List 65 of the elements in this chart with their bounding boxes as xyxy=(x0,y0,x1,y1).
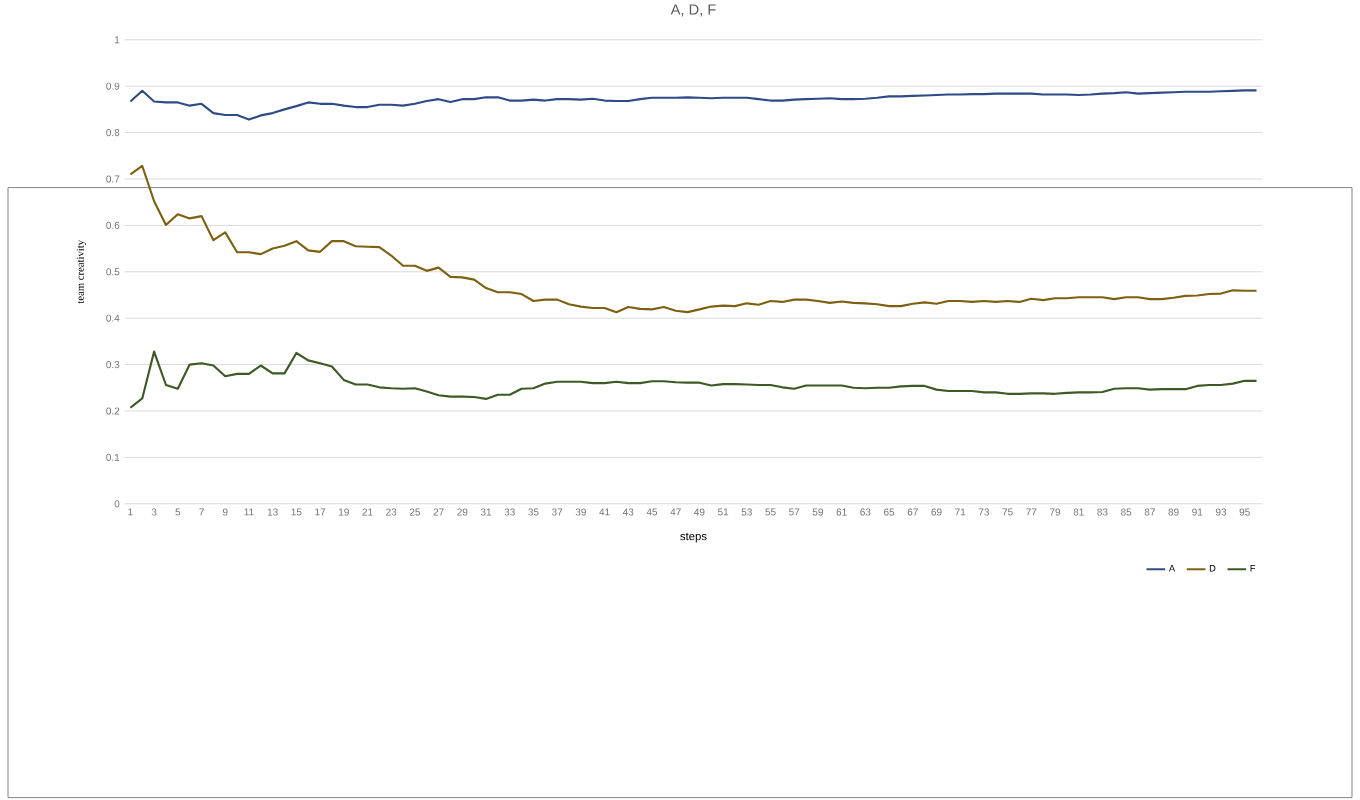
legend-label: A xyxy=(1168,565,1176,572)
y-tick-label: 0.8 xyxy=(106,129,120,137)
x-tick-label: 73 xyxy=(978,508,990,516)
x-tick-label: 37 xyxy=(551,508,563,516)
x-tick-label: 5 xyxy=(175,508,181,516)
x-tick-label: 25 xyxy=(409,508,421,516)
x-tick-label: 11 xyxy=(244,508,254,516)
x-tick-label: 69 xyxy=(931,508,942,516)
x-tick-label: 43 xyxy=(622,508,634,516)
x-tick-label: 13 xyxy=(267,508,278,516)
x-tick-label: 27 xyxy=(433,508,444,516)
x-tick-label: 95 xyxy=(1239,508,1250,516)
x-tick-label: 19 xyxy=(338,508,349,516)
x-tick-label: 75 xyxy=(1002,508,1013,516)
x-tick-label: 1 xyxy=(128,508,133,516)
x-axis-title: steps xyxy=(680,532,707,543)
x-tick-label: 89 xyxy=(1168,508,1179,516)
x-tick-label: 47 xyxy=(670,508,681,516)
x-tick-label: 87 xyxy=(1144,508,1155,516)
x-tick-label: 91 xyxy=(1192,508,1203,516)
x-tick-label: 7 xyxy=(199,508,204,516)
x-tick-label: 63 xyxy=(860,508,871,516)
x-tick-label: 17 xyxy=(315,508,326,516)
chart-title: A, D, F xyxy=(670,4,716,17)
legend-label: F xyxy=(1250,565,1256,572)
x-tick-label: 59 xyxy=(812,508,824,516)
x-tick-label: 33 xyxy=(504,508,515,516)
x-tick-label: 71 xyxy=(955,508,966,516)
x-tick-label: 61 xyxy=(836,508,847,516)
y-tick-label: 0.6 xyxy=(106,222,120,230)
x-tick-label: 49 xyxy=(694,508,705,516)
x-tick-label: 51 xyxy=(717,508,729,516)
y-tick-label: 1 xyxy=(114,36,120,44)
x-tick-label: 9 xyxy=(222,508,228,516)
x-tick-label: 45 xyxy=(646,508,658,516)
y-tick-label: 0.7 xyxy=(106,175,120,183)
x-tick-label: 35 xyxy=(528,508,539,516)
legend-label: D xyxy=(1209,565,1216,572)
x-tick-label: 55 xyxy=(765,508,776,516)
x-tick-label: 57 xyxy=(789,508,800,516)
x-tick-label: 79 xyxy=(1049,508,1061,516)
y-tick-label: 0.1 xyxy=(106,454,120,462)
y-tick-label: 0 xyxy=(114,500,120,508)
x-tick-label: 39 xyxy=(575,508,586,516)
y-tick-label: 0.3 xyxy=(106,361,120,369)
x-tick-label: 21 xyxy=(362,508,373,516)
x-tick-label: 23 xyxy=(386,508,397,516)
x-tick-label: 83 xyxy=(1097,508,1108,516)
x-tick-label: 77 xyxy=(1026,508,1037,516)
x-tick-label: 93 xyxy=(1215,508,1227,516)
y-axis-title: team creativity xyxy=(76,240,87,304)
x-tick-label: 31 xyxy=(480,508,492,516)
x-tick-label: 65 xyxy=(884,508,895,516)
x-tick-label: 3 xyxy=(151,508,157,516)
x-tick-label: 67 xyxy=(907,508,918,516)
x-tick-label: 29 xyxy=(457,508,468,516)
x-tick-label: 53 xyxy=(741,508,752,516)
y-tick-label: 0.2 xyxy=(106,407,120,415)
x-tick-label: 15 xyxy=(291,508,302,516)
y-tick-label: 0.9 xyxy=(106,82,120,90)
y-tick-label: 0.4 xyxy=(106,314,120,322)
x-tick-label: 85 xyxy=(1121,508,1132,516)
x-tick-label: 41 xyxy=(599,508,610,516)
x-tick-label: 81 xyxy=(1073,508,1084,516)
y-tick-label: 0.5 xyxy=(106,268,120,276)
